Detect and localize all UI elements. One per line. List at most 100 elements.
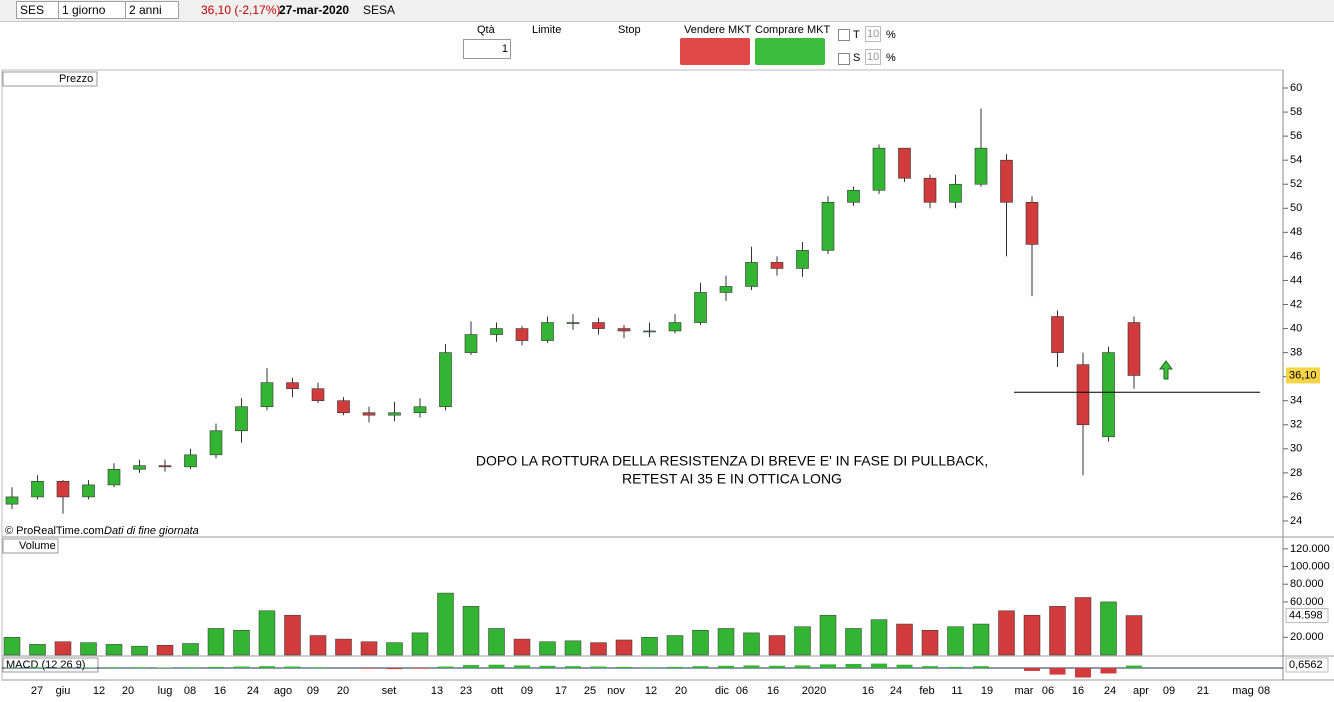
s-checkbox[interactable] xyxy=(838,53,850,65)
x-tick-label: 12 xyxy=(93,685,105,697)
macd-bar xyxy=(871,663,887,668)
sell-button[interactable] xyxy=(680,38,750,65)
volume-bar xyxy=(921,629,939,656)
candle-body xyxy=(541,322,554,341)
price-legend xyxy=(2,71,98,87)
volume-bar xyxy=(666,635,684,656)
volume-bar xyxy=(360,641,378,656)
x-tick-label: 24 xyxy=(247,685,259,697)
buy-label: Comprare MKT xyxy=(755,24,831,36)
macd-bar xyxy=(310,667,326,668)
x-tick-label: 06 xyxy=(736,685,748,697)
volume-bar xyxy=(488,628,505,656)
frame xyxy=(1,69,1284,681)
candle-body xyxy=(286,382,299,389)
x-tick-label: feb xyxy=(919,685,934,697)
candle-body xyxy=(974,147,988,185)
t-checkbox[interactable] xyxy=(838,29,850,41)
candle-body xyxy=(949,183,962,203)
volume-bar xyxy=(411,632,429,656)
volume-bar xyxy=(1023,614,1041,656)
candle-body xyxy=(1127,322,1141,376)
candle-body xyxy=(5,496,19,505)
candle-body xyxy=(1102,352,1115,438)
x-tick-label: 16 xyxy=(767,685,779,697)
annotation: RETEST AI 35 E IN OTTICA LONG xyxy=(622,471,842,487)
symbol-select[interactable]: SES xyxy=(16,1,60,19)
x-tick-label: 09 xyxy=(1163,685,1175,697)
candle-body xyxy=(1051,316,1064,353)
volume-bar xyxy=(539,641,556,656)
qty-label: Qtà xyxy=(477,24,495,36)
volume-bar xyxy=(386,642,403,656)
panel-label: Prezzo xyxy=(59,73,93,85)
macd-bar xyxy=(820,664,836,668)
x-tick-label: giu xyxy=(56,685,71,697)
y-tick-label: 24 xyxy=(1290,515,1302,527)
macd-bar xyxy=(1126,665,1142,668)
macd-bar xyxy=(667,666,683,668)
macd-bar xyxy=(743,665,760,668)
y-tick-label: 38 xyxy=(1290,347,1302,359)
y-tick-label: 100.000 xyxy=(1290,560,1330,572)
x-tick-label: 16 xyxy=(862,685,874,697)
y-tick-label: 42 xyxy=(1290,298,1302,310)
macd-bar xyxy=(565,666,581,668)
sell-label: Vendere MKT xyxy=(684,24,752,36)
macd-bar xyxy=(208,666,224,668)
y-tick-label: 46 xyxy=(1290,250,1302,262)
candle-body xyxy=(796,250,809,269)
candle-body xyxy=(847,189,860,203)
volume-bar xyxy=(1100,601,1117,656)
t-value[interactable]: 10 xyxy=(865,26,882,42)
period-select[interactable]: 2 anni xyxy=(125,1,179,19)
x-tick-label: 06 xyxy=(1042,685,1054,697)
macd-bar xyxy=(590,666,607,668)
macd-bar xyxy=(1024,668,1040,671)
s-value[interactable]: 10 xyxy=(865,49,882,65)
volume-legend xyxy=(2,538,59,554)
candle-body xyxy=(1025,201,1039,245)
macd-bar xyxy=(131,667,148,668)
volume-label: Volume xyxy=(19,540,56,552)
candle-body xyxy=(1000,159,1013,203)
x-tick-label: 17 xyxy=(555,685,567,697)
x-tick-label: apr xyxy=(1133,685,1149,697)
candle-body xyxy=(56,480,70,498)
volume-bar xyxy=(207,628,225,656)
s-label: S xyxy=(853,52,861,64)
volume-bar xyxy=(972,623,990,656)
candle-body xyxy=(694,292,707,323)
y-tick-label: 60 xyxy=(1290,82,1302,94)
macd-bar xyxy=(437,666,454,668)
candle-body xyxy=(388,412,401,416)
volume-bar xyxy=(335,638,352,656)
candle-body xyxy=(770,262,784,269)
qty-input[interactable]: 1 xyxy=(463,39,511,59)
candle-body xyxy=(464,334,478,353)
macd-bar xyxy=(769,665,785,668)
macd-bar xyxy=(616,666,632,668)
volume-bar xyxy=(870,619,888,656)
last-macd-box xyxy=(1285,657,1329,673)
x-tick-label: 16 xyxy=(214,685,226,697)
candle-body xyxy=(490,328,503,335)
y-tick-label: 58 xyxy=(1290,106,1302,118)
x-tick-label: 09 xyxy=(521,685,533,697)
x-tick-label: 19 xyxy=(981,685,993,697)
x-tick-label: nov xyxy=(607,685,625,697)
macd-bar xyxy=(922,666,938,668)
buy-button[interactable] xyxy=(755,38,825,65)
x-tick-label: ott xyxy=(491,685,503,697)
candle-body xyxy=(719,286,733,293)
symbol-name: SESA xyxy=(363,3,396,17)
candle-body xyxy=(82,484,95,498)
x-tick-label: 25 xyxy=(584,685,596,697)
macd-bar xyxy=(106,667,122,668)
interval-select[interactable]: 1 giorno xyxy=(58,1,128,19)
x-tick-label: lug xyxy=(158,685,173,697)
order-bar: Qtà 1 Limite Stop Vendere MKT Comprare M… xyxy=(0,22,1334,68)
chart: Prezzo Volume MACD (12 26 9) © ProRealTi… xyxy=(1,69,1334,697)
candle-body xyxy=(235,406,248,432)
